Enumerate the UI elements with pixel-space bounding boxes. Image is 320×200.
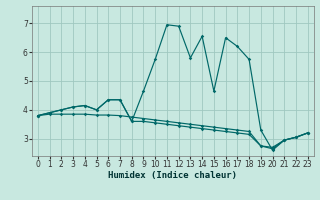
X-axis label: Humidex (Indice chaleur): Humidex (Indice chaleur) (108, 171, 237, 180)
